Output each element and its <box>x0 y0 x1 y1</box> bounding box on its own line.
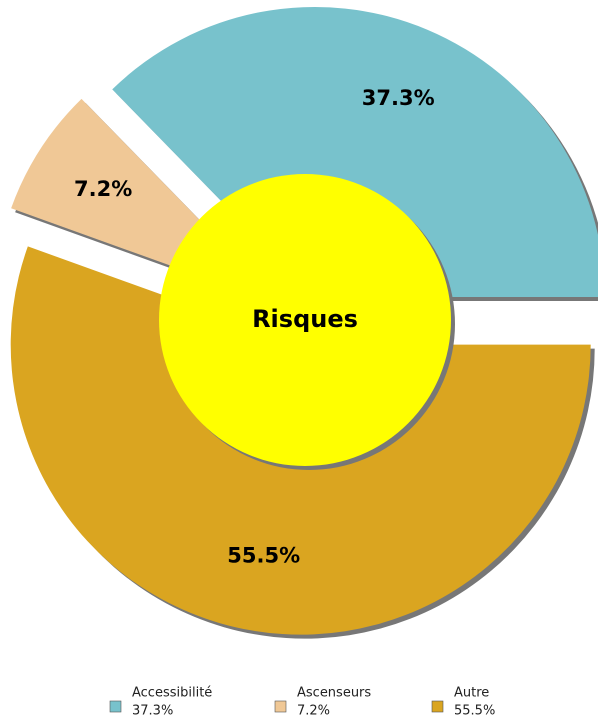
legend-swatch <box>274 700 287 713</box>
legend-label: Accessibilité <box>132 686 212 701</box>
legend-swatch <box>109 700 122 713</box>
center-circle <box>159 174 451 466</box>
data-label: 37.3% <box>362 86 435 110</box>
data-label: 55.5% <box>227 543 300 567</box>
data-label: 7.2% <box>74 177 132 201</box>
legend-value: 37.3% <box>132 704 173 719</box>
legend-label: Ascenseurs <box>297 686 371 701</box>
legend-value: 7.2% <box>297 704 330 719</box>
legend-value: 55.5% <box>454 704 495 719</box>
legend-label: Autre <box>454 686 489 701</box>
legend-swatch <box>431 700 444 713</box>
slice <box>112 6 598 297</box>
center-label: Risques <box>252 305 358 333</box>
